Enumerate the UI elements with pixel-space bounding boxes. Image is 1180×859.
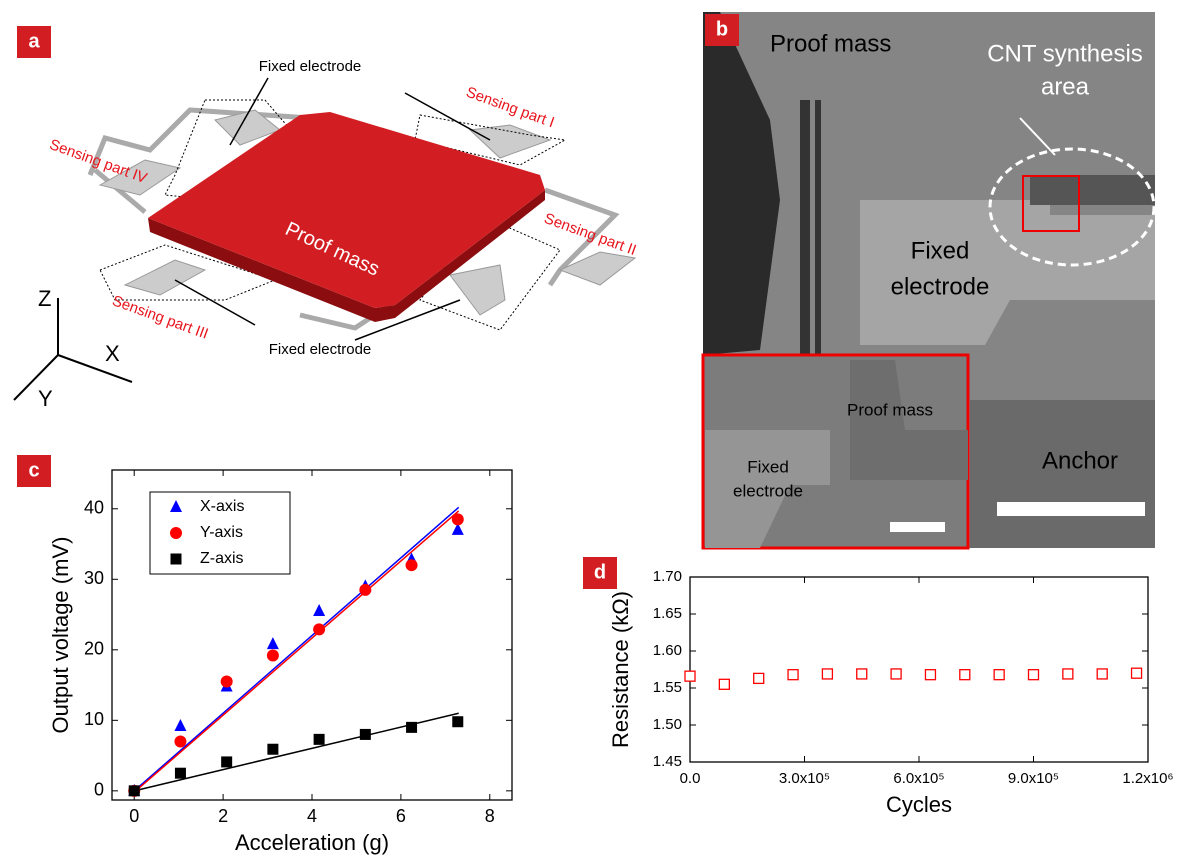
scale-bar xyxy=(997,502,1145,516)
marker xyxy=(313,604,325,616)
y-axis-label: Output voltage (mV) xyxy=(48,537,73,734)
label: Fixed electrode xyxy=(269,341,372,358)
x-tick-label: 0.0 xyxy=(680,770,701,787)
label: Sensing part II xyxy=(542,210,639,259)
legend-label: Y-axis xyxy=(200,524,243,541)
y-tick-label: 1.50 xyxy=(653,716,682,733)
marker xyxy=(1097,669,1107,679)
label: Proof mass xyxy=(847,400,933,419)
marker xyxy=(1029,670,1039,680)
scale-bar xyxy=(890,522,945,532)
marker xyxy=(221,756,232,767)
marker xyxy=(174,735,186,747)
x-tick-label: 9.0x10⁵ xyxy=(1008,770,1059,787)
marker xyxy=(891,669,901,679)
marker xyxy=(174,719,186,731)
marker xyxy=(452,513,464,525)
axis-name: Z xyxy=(38,286,51,311)
label: electrode xyxy=(891,273,990,300)
x-tick-label: 6.0x10⁵ xyxy=(893,770,944,787)
marker xyxy=(314,734,325,745)
label: Fixed electrode xyxy=(259,58,362,75)
label: Sensing part I xyxy=(464,84,557,132)
y-tick-label: 1.45 xyxy=(653,753,682,770)
x-tick-label: 2 xyxy=(218,806,228,826)
panel-label: a xyxy=(28,30,40,52)
sem-region xyxy=(800,100,810,355)
marker xyxy=(822,669,832,679)
y-tick-label: 10 xyxy=(84,709,104,729)
y-tick-label: 1.70 xyxy=(653,568,682,585)
label: area xyxy=(1041,73,1090,100)
label: Fixed xyxy=(911,237,970,264)
marker xyxy=(719,679,729,689)
axis-name: X xyxy=(105,341,120,366)
sem-region xyxy=(815,100,821,355)
y-tick-label: 30 xyxy=(84,568,104,588)
y-axis-label: Resistance (kΩ) xyxy=(608,591,633,748)
plot-frame xyxy=(690,577,1148,762)
marker xyxy=(925,670,935,680)
marker xyxy=(360,729,371,740)
marker xyxy=(359,584,371,596)
label: CNT synthesis xyxy=(987,40,1143,67)
marker xyxy=(1132,668,1142,678)
axis-name: Y xyxy=(38,386,53,411)
x-tick-label: 6 xyxy=(396,806,406,826)
marker xyxy=(221,676,233,688)
marker xyxy=(685,671,695,681)
sem-region xyxy=(1030,175,1155,205)
marker xyxy=(267,637,279,649)
label: Fixed xyxy=(747,457,789,476)
legend-marker xyxy=(171,554,182,565)
marker xyxy=(313,623,325,635)
panel-label: c xyxy=(28,459,39,481)
micrograph: Proof mass CNT synthesis area Fixed elec… xyxy=(703,12,1155,548)
x-tick-label: 0 xyxy=(129,806,139,826)
x-tick-label: 1.2x10⁶ xyxy=(1122,770,1173,787)
y-tick-label: 0 xyxy=(94,780,104,800)
marker xyxy=(960,670,970,680)
legend-label: X-axis xyxy=(200,498,244,515)
marker xyxy=(406,722,417,733)
y-tick-label: 1.55 xyxy=(653,679,682,696)
marker xyxy=(406,559,418,571)
marker xyxy=(994,670,1004,680)
axis-arrow xyxy=(58,355,132,382)
y-tick-label: 20 xyxy=(84,639,104,659)
x-axis-label: Cycles xyxy=(886,792,952,817)
marker xyxy=(175,768,186,779)
electrode xyxy=(450,265,505,315)
y-tick-label: 1.65 xyxy=(653,605,682,622)
marker xyxy=(267,744,278,755)
x-tick-label: 3.0x10⁵ xyxy=(779,770,830,787)
marker xyxy=(1063,669,1073,679)
label: Proof mass xyxy=(770,30,891,57)
label: Anchor xyxy=(1042,447,1118,474)
y-tick-label: 40 xyxy=(84,498,104,518)
marker xyxy=(754,673,764,683)
electrode xyxy=(470,125,550,158)
marker xyxy=(129,785,140,796)
x-tick-label: 4 xyxy=(307,806,317,826)
panel-label: d xyxy=(594,561,606,583)
panel-label: b xyxy=(716,18,728,40)
x-tick-label: 8 xyxy=(485,806,495,826)
marker xyxy=(788,670,798,680)
x-axis-label: Acceleration (g) xyxy=(235,830,389,855)
figure: Proof mass Fixed electrode Fixed electro… xyxy=(0,0,1180,859)
marker xyxy=(267,649,279,661)
y-tick-label: 1.60 xyxy=(653,642,682,659)
marker xyxy=(857,669,867,679)
marker xyxy=(452,716,463,727)
mems-diagram: Proof mass Fixed electrode Fixed electro… xyxy=(14,58,639,411)
label: electrode xyxy=(733,481,803,500)
legend-label: Z-axis xyxy=(200,550,244,567)
legend-marker xyxy=(170,527,182,539)
